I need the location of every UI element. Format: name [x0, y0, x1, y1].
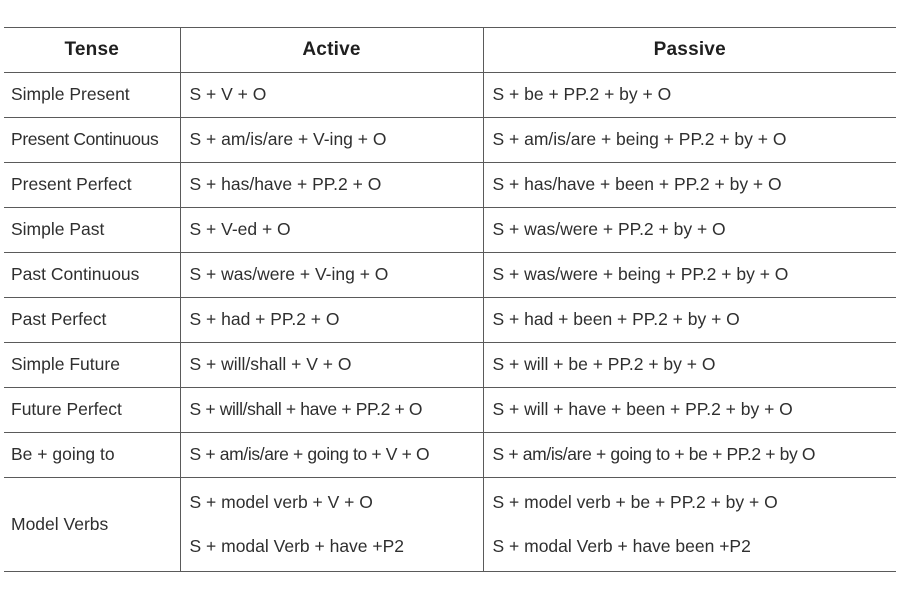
cell-tense: Present Continuous	[4, 117, 180, 163]
column-header-tense: Tense	[4, 27, 180, 73]
cell-tense: Simple Present	[4, 72, 180, 118]
table-row: Be + going to S + am/is/are + going to +…	[4, 432, 896, 478]
cell-active: S + has/have + PP.2 + O	[179, 162, 483, 208]
cell-passive: S + has/have + been + PP.2 + by + O	[482, 162, 896, 208]
table-body: Simple Present S + V + O S + be + PP.2 +…	[4, 72, 896, 572]
cell-active: S + model verb + V + O S + modal Verb + …	[179, 477, 483, 572]
tense-label: Model Verbs	[11, 513, 109, 534]
cell-active: S + V-ed + O	[179, 207, 483, 253]
table-row: Simple Future S + will/shall + V + O S +…	[4, 342, 896, 388]
cell-tense: Present Perfect	[4, 162, 180, 208]
table-row: Future Perfect S + will/shall + have + P…	[4, 387, 896, 433]
active-formula: S + had + PP.2 + O	[189, 309, 340, 330]
cell-passive: S + was/were + being + PP.2 + by + O	[482, 252, 896, 298]
table-row: Simple Past S + V-ed + O S + was/were + …	[4, 207, 896, 253]
passive-formula-line-1: S + model verb + be + PP.2 + by + O	[492, 491, 778, 512]
passive-formula-line-2: S + modal Verb + have been +P2	[492, 535, 751, 556]
passive-formula: S + was/were + being + PP.2 + by + O	[492, 264, 789, 285]
active-formula: S + V + O	[189, 84, 267, 105]
tense-label: Present Perfect	[11, 174, 132, 195]
table-row: Present Continuous S + am/is/are + V-ing…	[4, 117, 896, 163]
table-row: Simple Present S + V + O S + be + PP.2 +…	[4, 72, 896, 118]
cell-passive: S + be + PP.2 + by + O	[482, 72, 896, 118]
active-formula: S + am/is/are + going to + V + O	[189, 444, 430, 465]
cell-tense: Simple Past	[4, 207, 180, 253]
cell-passive: S + had + been + PP.2 + by + O	[482, 297, 896, 343]
active-formula-line-2: S + modal Verb + have +P2	[189, 535, 405, 556]
cell-passive: S + was/were + PP.2 + by + O	[482, 207, 896, 253]
cell-active: S + V + O	[179, 72, 483, 118]
column-header-passive: Passive	[482, 27, 896, 73]
tense-voice-table: Tense Active Passive Simple Present S + …	[4, 27, 896, 572]
cell-tense: Future Perfect	[4, 387, 180, 433]
cell-passive: S + model verb + be + PP.2 + by + O S + …	[482, 477, 896, 572]
cell-tense: Simple Future	[4, 342, 180, 388]
cell-tense: Past Continuous	[4, 252, 180, 298]
passive-formula: S + had + been + PP.2 + by + O	[492, 309, 740, 330]
cell-passive: S + will + have + been + PP.2 + by + O	[482, 387, 896, 433]
passive-formula: S + will + be + PP.2 + by + O	[492, 354, 716, 375]
table-row: Present Perfect S + has/have + PP.2 + O …	[4, 162, 896, 208]
tense-label: Be + going to	[11, 444, 115, 465]
passive-formula: S + am/is/are + going to + be + PP.2 + b…	[492, 444, 816, 465]
table-header: Tense Active Passive	[4, 27, 896, 73]
tense-label: Simple Present	[11, 84, 130, 105]
active-formula: S + will/shall + V + O	[189, 354, 352, 375]
table-row: Past Perfect S + had + PP.2 + O S + had …	[4, 297, 896, 343]
cell-tense: Be + going to	[4, 432, 180, 478]
passive-formula: S + be + PP.2 + by + O	[492, 84, 672, 105]
cell-passive: S + am/is/are + going to + be + PP.2 + b…	[482, 432, 896, 478]
cell-active: S + was/were + V-ing + O	[179, 252, 483, 298]
cell-active: S + will/shall + have + PP.2 + O	[179, 387, 483, 433]
column-header-active: Active	[179, 27, 483, 73]
active-formula: S + was/were + V-ing + O	[189, 264, 389, 285]
tense-label: Past Perfect	[11, 309, 107, 330]
cell-tense: Past Perfect	[4, 297, 180, 343]
tense-label: Past Continuous	[11, 264, 140, 285]
active-formula: S + V-ed + O	[189, 219, 291, 240]
cell-active: S + am/is/are + going to + V + O	[179, 432, 483, 478]
passive-formula: S + has/have + been + PP.2 + by + O	[492, 174, 782, 195]
cell-passive: S + am/is/are + being + PP.2 + by + O	[482, 117, 896, 163]
cell-passive: S + will + be + PP.2 + by + O	[482, 342, 896, 388]
tense-label: Present Continuous	[11, 129, 159, 150]
passive-formula: S + am/is/are + being + PP.2 + by + O	[492, 129, 787, 150]
active-formula-line-1: S + model verb + V + O	[189, 491, 373, 512]
header-row: Tense Active Passive	[4, 27, 896, 73]
active-formula: S + has/have + PP.2 + O	[189, 174, 382, 195]
cell-active: S + had + PP.2 + O	[179, 297, 483, 343]
passive-formula: S + was/were + PP.2 + by + O	[492, 219, 726, 240]
cell-active: S + will/shall + V + O	[179, 342, 483, 388]
tense-label: Simple Future	[11, 354, 120, 375]
tense-label: Simple Past	[11, 219, 105, 240]
active-formula: S + will/shall + have + PP.2 + O	[189, 399, 423, 420]
passive-formula: S + will + have + been + PP.2 + by + O	[492, 399, 793, 420]
table-row: Past Continuous S + was/were + V-ing + O…	[4, 252, 896, 298]
table-row: Model Verbs S + model verb + V + O S + m…	[4, 477, 896, 572]
active-formula: S + am/is/are + V-ing + O	[189, 129, 387, 150]
cell-tense: Model Verbs	[4, 477, 180, 572]
cell-active: S + am/is/are + V-ing + O	[179, 117, 483, 163]
tense-label: Future Perfect	[11, 399, 122, 420]
